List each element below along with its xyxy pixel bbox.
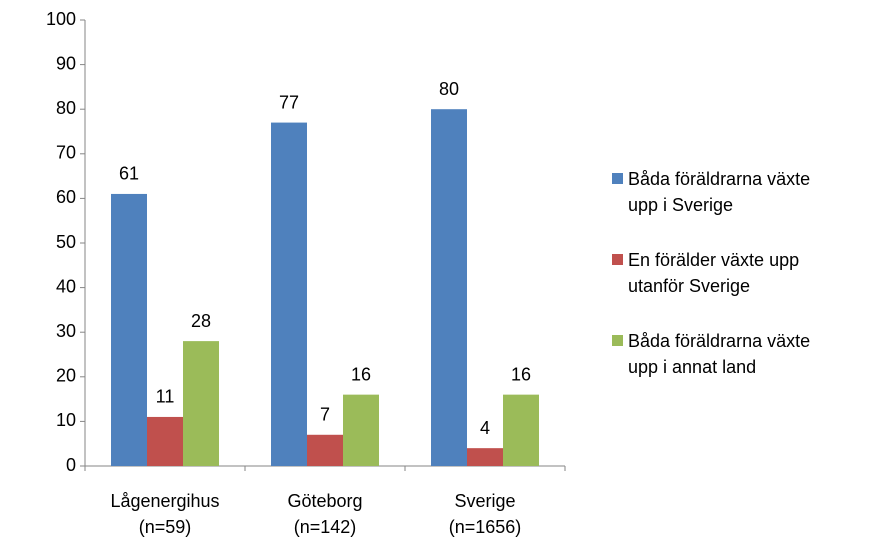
legend-item: Båda föräldrarna växte upp i Sverige: [612, 166, 810, 218]
bar: [111, 193, 147, 466]
bar: [431, 109, 467, 466]
y-tick-label: 70: [56, 143, 76, 163]
legend-label: Båda föräldrarna växte upp i Sverige: [628, 169, 811, 215]
y-tick-label: 40: [56, 276, 76, 296]
legend-label: En förälder växte upp utanför Sverige: [628, 250, 800, 296]
data-label: 7: [320, 405, 330, 425]
data-label: 77: [279, 92, 299, 112]
y-tick-label: 20: [56, 366, 76, 386]
bar: [271, 122, 307, 466]
data-label: 28: [191, 311, 211, 331]
y-tick-label: 90: [56, 53, 76, 73]
y-tick-label: 0: [66, 455, 76, 475]
x-tick-label: Lågenergihus (n=59): [110, 491, 220, 537]
y-tick-label: 60: [56, 187, 76, 207]
data-label: 11: [156, 387, 175, 407]
y-tick-label: 80: [56, 98, 76, 118]
legend-label: Båda föräldrarna växte upp i annat land: [628, 331, 811, 377]
x-tick-label: Sverige (n=1656): [448, 491, 522, 537]
bar: [467, 448, 503, 466]
bar: [503, 394, 539, 466]
legend-swatch: [612, 254, 623, 265]
bar: [307, 434, 343, 466]
y-tick-label: 50: [56, 232, 76, 252]
legend-item: En förälder växte upp utanför Sverige: [612, 247, 799, 299]
data-label: 61: [119, 164, 139, 184]
legend-item: Båda föräldrarna växte upp i annat land: [612, 328, 810, 380]
y-tick-label: 100: [46, 9, 76, 29]
bar: [183, 341, 219, 466]
legend-swatch: [612, 173, 623, 184]
data-label: 4: [480, 418, 490, 438]
bar: [147, 416, 183, 466]
y-tick-label: 10: [56, 410, 76, 430]
x-tick-label: Göteborg (n=142): [287, 491, 363, 537]
data-label: 80: [439, 79, 459, 99]
bar: [343, 394, 379, 466]
legend-swatch: [612, 335, 623, 346]
y-tick-label: 30: [56, 321, 76, 341]
data-label: 16: [511, 364, 531, 384]
data-label: 16: [351, 364, 371, 384]
